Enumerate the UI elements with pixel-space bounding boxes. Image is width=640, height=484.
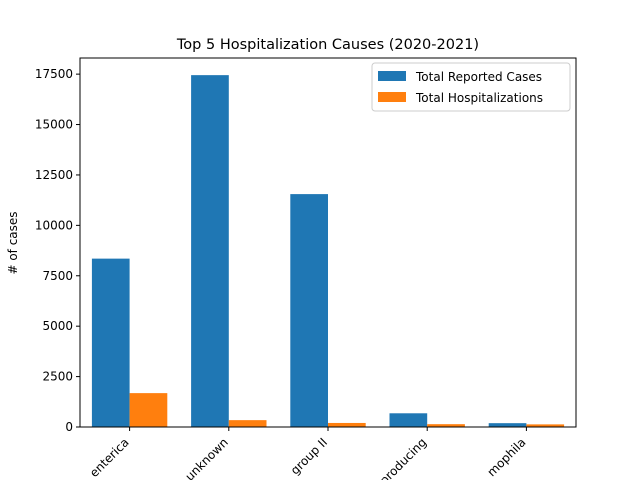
x-tick-label: group II — [288, 435, 330, 477]
bar-reported-cases-3 — [389, 413, 428, 427]
y-tick-label: 15000 — [35, 118, 73, 132]
y-tick-label: 12500 — [35, 168, 73, 182]
y-axis-label: # of cases — [6, 211, 20, 274]
bar-reported-cases-2 — [290, 194, 328, 427]
y-tick-label: 0 — [65, 420, 73, 434]
legend-swatch — [378, 92, 406, 102]
y-tick-label: 10000 — [35, 218, 73, 232]
legend-label: Total Reported Cases — [415, 70, 542, 84]
x-tick-label: producing — [377, 435, 429, 480]
y-tick-label: 7500 — [42, 269, 73, 283]
x-tick-label: unknown — [182, 435, 230, 480]
legend-box — [371, 62, 571, 112]
legend-label: Total Hospitalizations — [415, 91, 543, 105]
bars-group — [91, 75, 565, 427]
y-axis: 0 2500 5000 7500 10000 12500 15000 17500 — [35, 67, 80, 434]
bar-hospitalizations-0 — [129, 393, 168, 427]
plot-frame — [79, 57, 577, 428]
bar-hospitalizations-1 — [228, 420, 267, 427]
bar-reported-cases-4 — [488, 423, 527, 427]
y-tick-label: 17500 — [35, 67, 73, 81]
chart-title: Top 5 Hospitalization Causes (2020-2021) — [176, 37, 479, 53]
y-tick-label: 2500 — [42, 370, 73, 384]
legend-swatch — [378, 71, 406, 81]
y-tick-label: 5000 — [42, 319, 73, 333]
bar-hospitalizations-3 — [427, 424, 465, 427]
bar-hospitalizations-2 — [328, 422, 366, 427]
x-tick-label: enterica — [87, 435, 132, 480]
x-axis: enterica unknown group II producing mophila — [87, 427, 529, 484]
bar-reported-cases-0 — [91, 258, 130, 427]
bar-hospitalizations-4 — [526, 424, 565, 427]
legend: Total Reported Cases Total Hospitalizatio… — [371, 62, 571, 112]
bar-reported-cases-1 — [191, 75, 229, 427]
x-tick-label: mophila — [484, 435, 528, 479]
